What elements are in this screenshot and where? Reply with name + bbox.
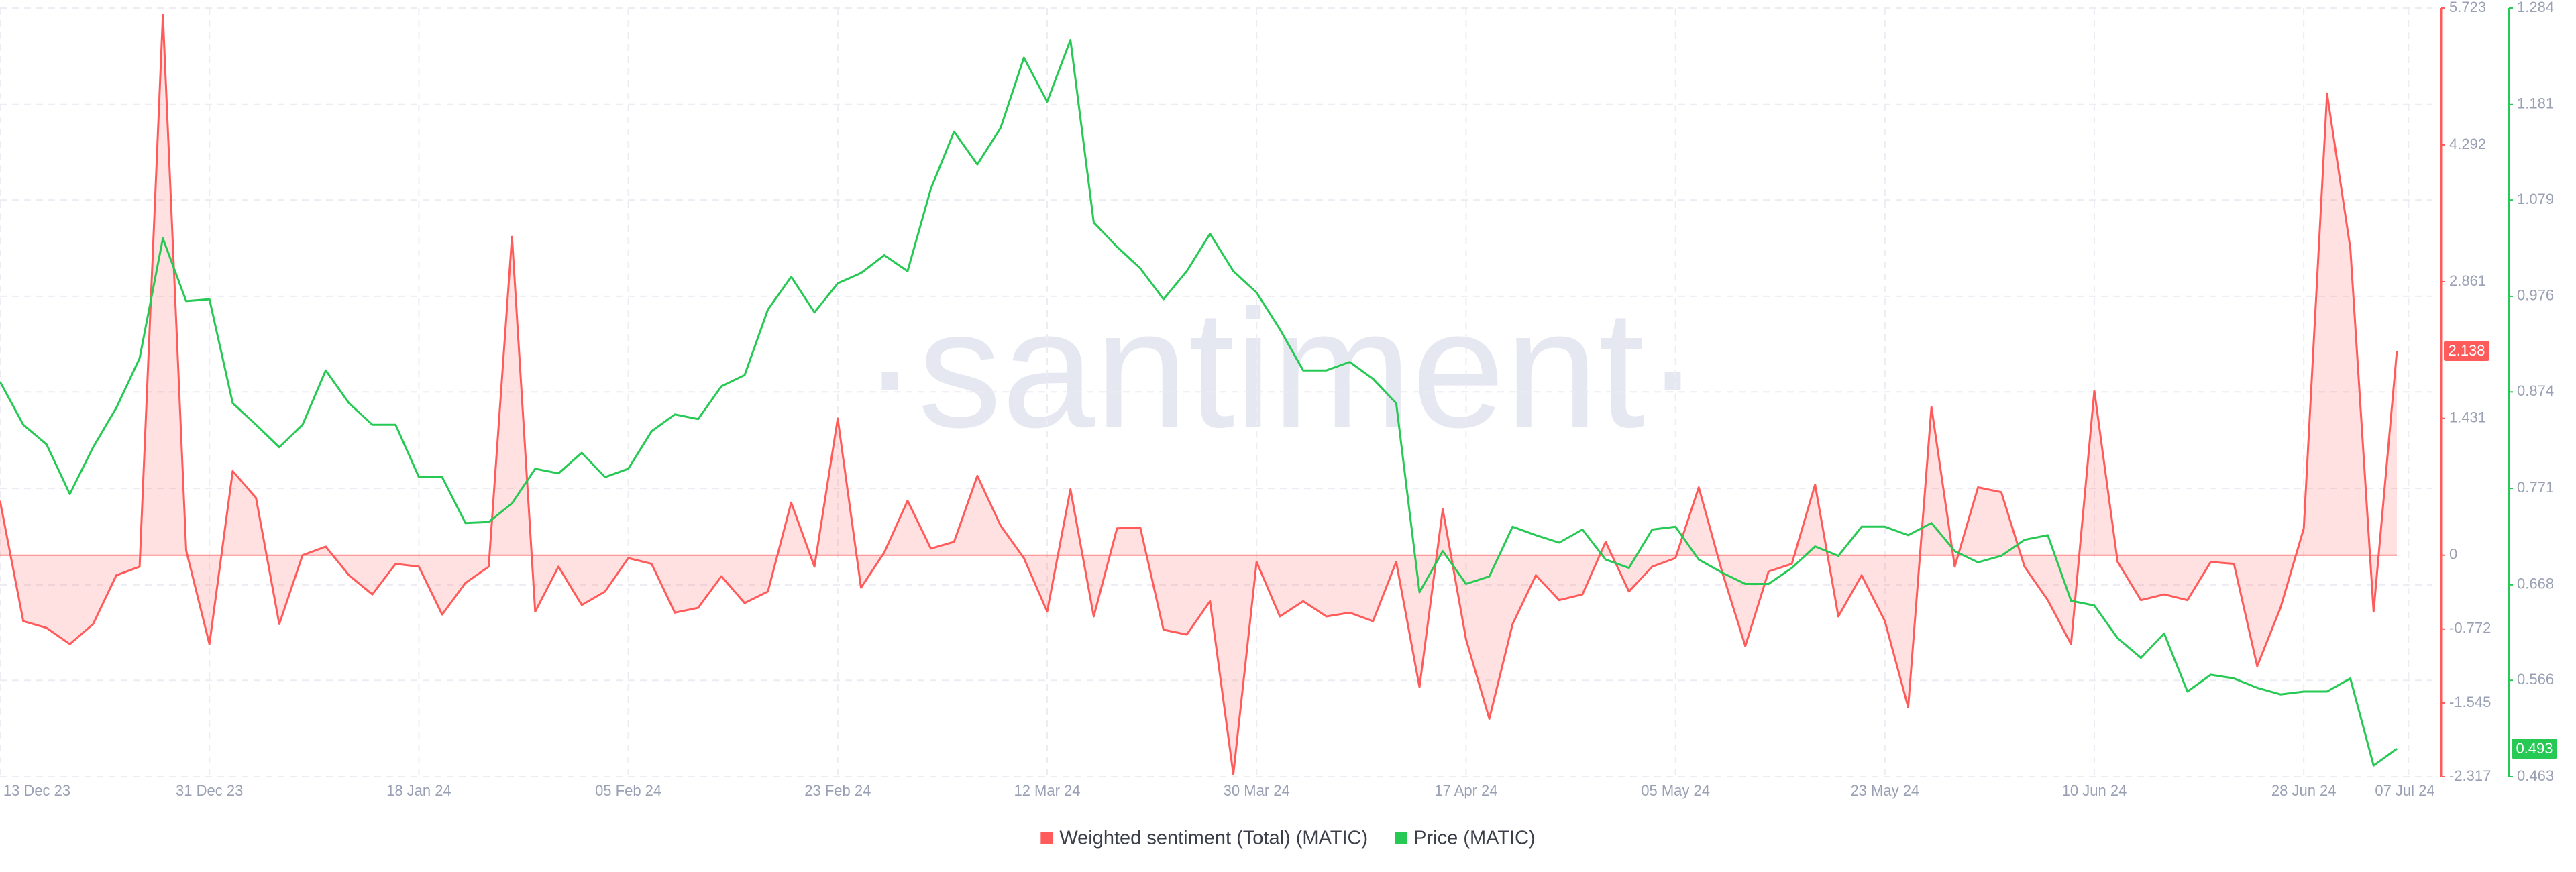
- y-tick-label: -1.545: [2449, 694, 2491, 710]
- legend-label[interactable]: Weighted sentiment (Total) (MATIC): [1059, 828, 1368, 849]
- series-line: [0, 39, 2398, 767]
- x-tick-label: 23 May 24: [1850, 782, 1919, 799]
- y2-tick-label: 1.284: [2517, 0, 2554, 15]
- y2-tick-label: 0.976: [2517, 287, 2554, 304]
- x-tick-label: 10 Jun 24: [2062, 782, 2127, 799]
- y2-tick-label: 0.566: [2517, 671, 2554, 688]
- watermark: ·santiment·: [862, 275, 1701, 462]
- legend-swatch[interactable]: [1395, 832, 1407, 844]
- series-area: [0, 15, 2397, 775]
- y2-tick-label: 1.079: [2517, 190, 2554, 207]
- series-line: [0, 13, 2398, 775]
- y2-tick-label: 0.463: [2517, 767, 2554, 784]
- last-value-label: 0.493: [2516, 740, 2553, 757]
- y-tick-label: 5.723: [2449, 0, 2486, 15]
- last-value-label: 2.138: [2448, 342, 2485, 359]
- y2-tick-label: 0.874: [2517, 382, 2554, 399]
- last-value-badge: [2512, 739, 2557, 759]
- x-tick-label: 07 Jul 24: [2375, 782, 2434, 799]
- x-tick-label: 12 Mar 24: [1014, 782, 1080, 799]
- y-tick-label: 0: [2449, 546, 2457, 563]
- y-tick-label: -0.772: [2449, 620, 2491, 637]
- x-tick-label: 05 Feb 24: [595, 782, 661, 799]
- y-tick-label: -2.317: [2449, 767, 2491, 784]
- legend-swatch[interactable]: [1040, 832, 1053, 844]
- x-tick-label: 17 Apr 24: [1434, 782, 1497, 799]
- y2-tick-label: 1.181: [2517, 95, 2554, 112]
- x-tick-label: 28 Jun 24: [2271, 782, 2337, 799]
- x-tick-label: 30 Mar 24: [1224, 782, 1290, 799]
- legend-label[interactable]: Price (MATIC): [1413, 828, 1536, 849]
- x-tick-label: 05 May 24: [1641, 782, 1710, 799]
- y2-tick-label: 0.668: [2517, 576, 2554, 592]
- legend: Weighted sentiment (Total) (MATIC) Price …: [1040, 828, 1536, 849]
- y-tick-label: 1.431: [2449, 409, 2486, 426]
- x-tick-label: 31 Dec 23: [176, 782, 243, 799]
- x-tick-label: 13 Dec 23: [3, 782, 70, 799]
- y2-tick-label: 0.771: [2517, 479, 2554, 496]
- last-value-badge: [2444, 340, 2489, 361]
- y-tick-label: 2.861: [2449, 272, 2486, 289]
- x-tick-label: 23 Feb 24: [804, 782, 871, 799]
- y-tick-label: 4.292: [2449, 135, 2486, 152]
- x-tick-label: 18 Jan 24: [386, 782, 451, 799]
